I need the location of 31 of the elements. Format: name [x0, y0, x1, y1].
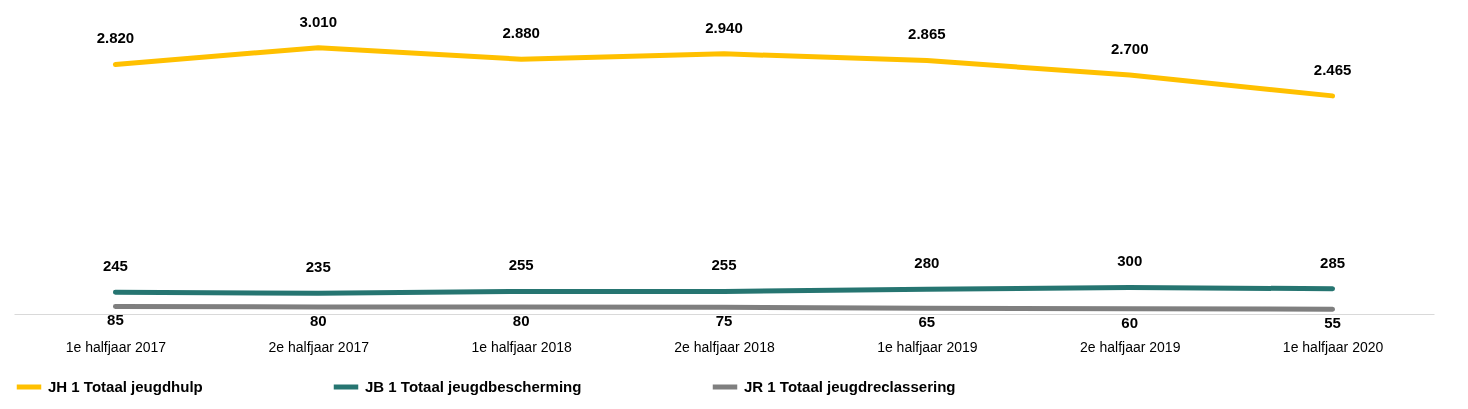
data-label: 255 — [711, 256, 737, 274]
data-label: 2.940 — [705, 18, 743, 36]
data-label: 2.700 — [1110, 40, 1149, 58]
legend-label: JR 1 Totaal jeugdreclassering — [744, 378, 956, 395]
x-tick-label: 1e halfjaar 2017 — [65, 338, 167, 355]
x-tick-label: 2e halfjaar 2017 — [268, 338, 370, 355]
data-label: 2.820 — [96, 29, 135, 47]
x-tick-label: 2e halfjaar 2018 — [674, 338, 775, 355]
data-label: 245 — [102, 257, 128, 275]
x-tick-label: 1e halfjaar 2018 — [471, 338, 573, 355]
data-label: 2.880 — [502, 24, 540, 42]
legend-label: JH 1 Totaal jeugdhulp — [48, 378, 203, 395]
data-label: 235 — [305, 258, 331, 276]
data-label: 2.865 — [908, 25, 946, 43]
data-label: 55 — [1324, 314, 1341, 332]
legend-label: JB 1 Totaal jeugdbescherming — [365, 378, 582, 395]
x-tick-label: 1e halfjaar 2020 — [1282, 338, 1384, 355]
data-label: 255 — [508, 256, 534, 274]
data-label: 85 — [107, 311, 124, 329]
x-tick-label: 2e halfjaar 2019 — [1080, 338, 1181, 355]
data-label: 285 — [1320, 253, 1346, 271]
x-tick-label: 1e halfjaar 2019 — [877, 338, 978, 355]
data-label: 80 — [309, 311, 327, 329]
data-label: 2.465 — [1313, 60, 1352, 78]
data-label: 280 — [914, 254, 940, 272]
data-label: 80 — [512, 311, 530, 329]
data-label: 60 — [1121, 313, 1139, 331]
data-label: 300 — [1117, 252, 1143, 270]
data-label: 75 — [715, 312, 733, 330]
data-label: 65 — [918, 313, 936, 331]
data-label: 3.010 — [299, 12, 338, 30]
